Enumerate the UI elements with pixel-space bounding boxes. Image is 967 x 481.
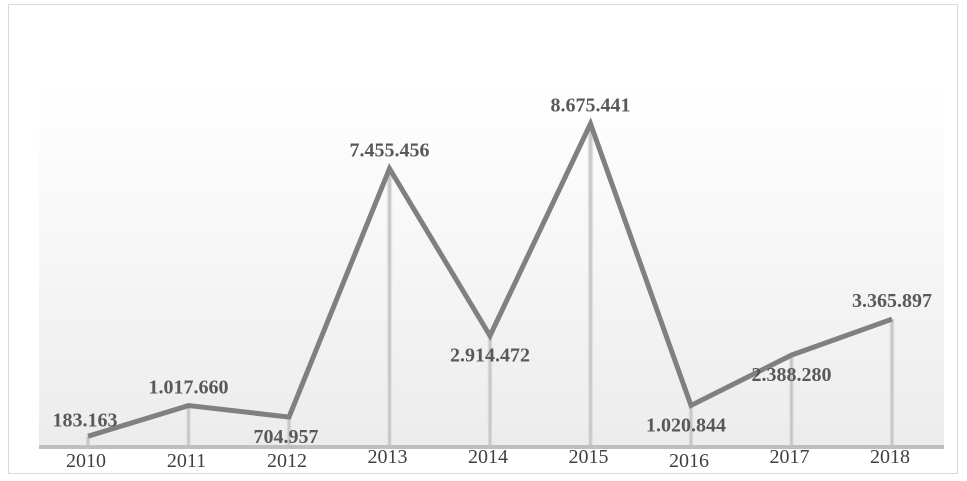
data-label-2018: 3.365.897 <box>852 290 932 312</box>
data-label-2013: 7.455.456 <box>350 140 430 162</box>
series-line <box>87 117 893 439</box>
data-label-2010: 183.163 <box>53 409 118 431</box>
x-tick-2013: 2013 <box>368 446 408 468</box>
x-tick-2016: 2016 <box>669 450 709 472</box>
drop-line-2014 <box>487 335 493 447</box>
x-tick-2011: 2011 <box>167 450 206 472</box>
drop-line-2018 <box>889 319 895 447</box>
data-label-2017: 2.388.280 <box>752 364 832 386</box>
drop-line-2015 <box>587 123 594 447</box>
x-tick-2017: 2017 <box>770 446 810 468</box>
drop-line-2013 <box>386 168 393 447</box>
data-label-2016: 1.020.844 <box>646 414 726 436</box>
drop-line-2010 <box>85 436 91 447</box>
drop-line-2017 <box>788 355 795 447</box>
data-label-2015: 8.675.441 <box>551 95 631 117</box>
data-label-2014: 2.914.472 <box>450 345 530 367</box>
x-tick-2012: 2012 <box>267 450 307 472</box>
drop-line-2012 <box>286 417 292 447</box>
x-tick-2015: 2015 <box>569 446 609 468</box>
x-tick-2010: 2010 <box>66 450 106 472</box>
line-chart: 183.163 1.017.660 704.957 7.455.456 2.914.47… <box>39 85 944 472</box>
drop-line-2011 <box>185 405 192 447</box>
data-label-2012: 704.957 <box>254 426 319 448</box>
x-tick-2014: 2014 <box>468 446 508 468</box>
x-tick-2018: 2018 <box>870 446 910 468</box>
data-label-2011: 1.017.660 <box>149 377 229 399</box>
data-labels: 183.163 1.017.660 704.957 7.455.456 2.914.47… <box>53 95 933 448</box>
drop-lines <box>85 123 895 447</box>
chart-frame: 183.163 1.017.660 704.957 7.455.456 2.914.47… <box>8 4 958 474</box>
x-tick-labels: 2010 2011 2012 2013 2014 2015 2016 2017 2018 <box>66 446 910 472</box>
drop-line-2016 <box>688 405 694 447</box>
